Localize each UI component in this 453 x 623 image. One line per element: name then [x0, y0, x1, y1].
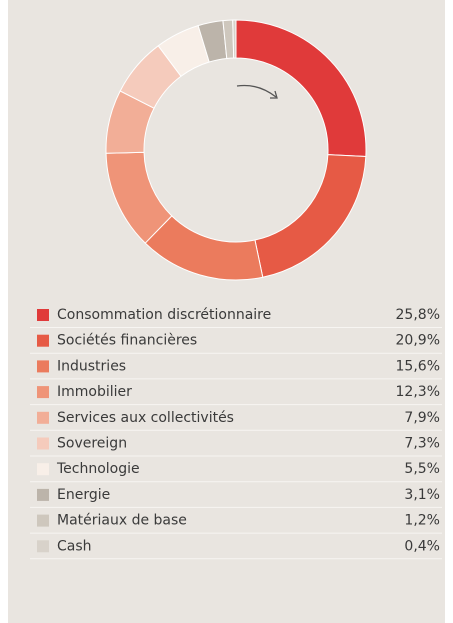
legend-swatch	[37, 514, 49, 527]
donut-slice	[232, 19, 237, 59]
legend-value: 7,3%	[404, 436, 440, 452]
legend-swatch	[37, 437, 49, 450]
legend-label: Cash	[57, 538, 92, 554]
legend-value: 12,3%	[396, 384, 440, 400]
direction-arrow	[236, 84, 278, 99]
legend-label: Sociétés financières	[57, 333, 197, 349]
legend-value: 15,6%	[396, 358, 440, 374]
legend-value: 20,9%	[396, 333, 440, 349]
legend-label: Sovereign	[57, 436, 127, 452]
legend-label: Matériaux de base	[57, 513, 187, 529]
legend-value: 7,9%	[404, 410, 440, 426]
panel	[8, 0, 445, 623]
legend-swatch	[37, 463, 49, 476]
donut	[105, 19, 367, 281]
legend-swatch	[37, 360, 49, 373]
legend-label: Energie	[57, 487, 110, 503]
legend-swatch	[37, 334, 49, 347]
legend-label: Consommation discrétionnaire	[57, 307, 271, 323]
legend-label: Industries	[57, 358, 126, 374]
legend-value: 0,4%	[404, 538, 440, 554]
legend-swatch	[37, 540, 49, 553]
legend-value: 25,8%	[396, 307, 440, 323]
legend-value: 5,5%	[404, 461, 440, 477]
arrow-curve	[236, 84, 277, 98]
legend-label: Immobilier	[57, 384, 132, 400]
legend-swatch	[37, 386, 49, 399]
legend-label: Technologie	[56, 461, 140, 477]
legend-label: Services aux collectivités	[57, 410, 234, 426]
legend-swatch	[37, 309, 49, 321]
legend-swatch	[37, 488, 49, 501]
legend-swatch	[37, 411, 49, 424]
legend-value: 1,2%	[404, 513, 440, 529]
legend: Consommation discrétionnaire 25,8% Société…	[30, 307, 442, 560]
arrow-head	[270, 90, 278, 99]
legend-value: 3,1%	[404, 487, 440, 503]
